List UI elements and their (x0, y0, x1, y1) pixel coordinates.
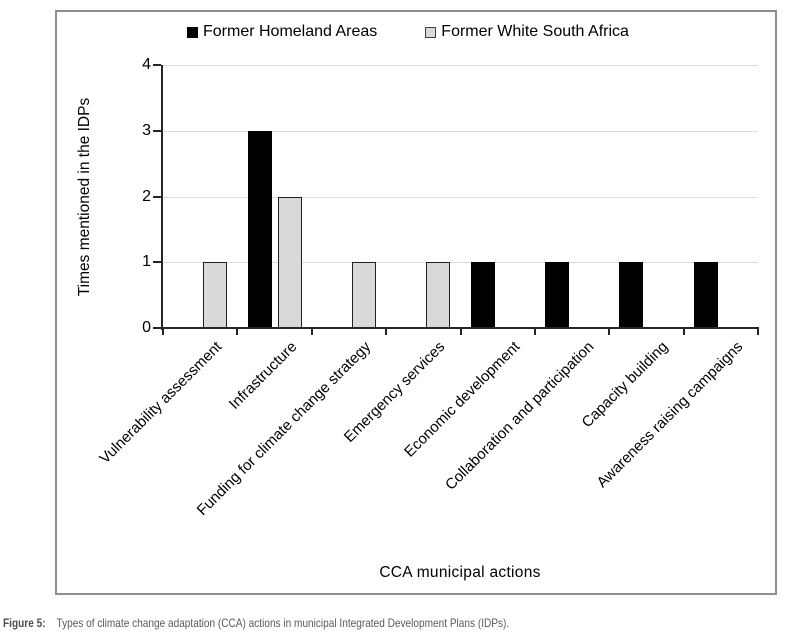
x-axis-tick (682, 327, 685, 335)
bar-white-sa-2 (351, 262, 376, 328)
gray-square-swatch-icon (425, 26, 437, 38)
bar-homeland-1 (247, 130, 272, 328)
x-axis-tick (757, 327, 759, 335)
x-axis-tick (236, 327, 239, 335)
bar-white-sa-1 (277, 196, 302, 328)
x-axis-title: CCA municipal actions (379, 564, 541, 581)
x-axis-tick (608, 327, 611, 335)
x-axis-tick (385, 327, 388, 335)
legend-label: Former Homeland Areas (203, 23, 378, 40)
y-axis-tick (153, 195, 161, 198)
y-tick-label: 3 (142, 121, 151, 139)
gridline (163, 262, 758, 264)
bar-white-sa-3 (426, 262, 451, 328)
y-axis-tick (153, 327, 161, 329)
gridline (163, 130, 758, 132)
x-axis-tick (459, 327, 462, 335)
bar-homeland-6 (619, 262, 644, 328)
y-axis-tick (153, 64, 161, 66)
figure-caption: Figure 5: Types of climate change adapta… (3, 616, 509, 630)
legend: Former Homeland Areas Former White South… (187, 23, 629, 41)
legend-item-former-homeland-areas: Former Homeland Areas (187, 23, 377, 41)
x-category-label: Infrastructure (225, 338, 300, 413)
x-category-label: Collaboration and participation (442, 338, 598, 494)
figure-caption-text: Types of climate change adaptation (CCA)… (56, 616, 510, 630)
chart-frame: Former Homeland Areas Former White South… (55, 10, 777, 595)
y-tick-label: 1 (142, 253, 151, 271)
gridline (163, 65, 758, 66)
x-axis-tick (533, 327, 536, 335)
y-axis-line (161, 65, 163, 330)
y-tick-label: 4 (142, 56, 151, 73)
black-square-swatch-icon (187, 26, 198, 38)
bar-white-sa-0 (203, 262, 228, 328)
y-tick-label: 0 (142, 319, 151, 336)
x-axis-tick (162, 327, 164, 335)
y-axis-tick (153, 261, 161, 264)
x-category-label: Awareness raising campaigns (593, 338, 747, 492)
x-axis-tick (310, 327, 313, 335)
y-tick-label: 2 (142, 187, 151, 205)
bar-homeland-7 (693, 262, 718, 328)
figure-number-label: Figure 5: (3, 616, 46, 630)
y-axis-title: Times mentioned in the IDPs (76, 97, 93, 297)
gridline (163, 196, 758, 198)
legend-label: Former White South Africa (441, 23, 629, 40)
bar-homeland-5 (545, 262, 570, 328)
legend-item-former-white-south-africa: Former White South Africa (425, 23, 629, 41)
y-axis-tick (153, 129, 161, 132)
bar-homeland-4 (470, 262, 495, 328)
x-category-label: Vulnerability assessment (96, 338, 226, 468)
